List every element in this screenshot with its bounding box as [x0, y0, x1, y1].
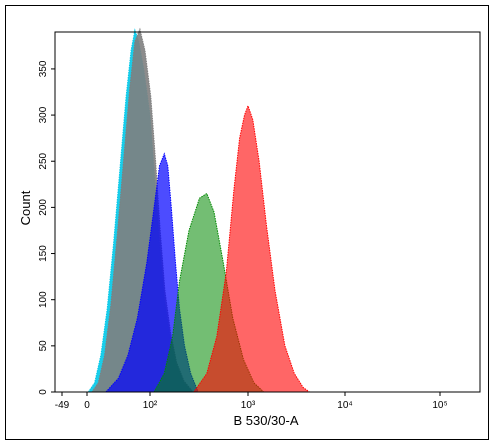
plot-area-border: [54, 31, 481, 393]
y-axis-label: Count: [18, 190, 33, 225]
x-tick-label: -49: [55, 400, 70, 411]
y-tick-label: 150: [38, 245, 49, 262]
x-axis-label: B 530/30-A: [233, 413, 298, 428]
x-tick-label: 10³: [241, 400, 256, 411]
y-tick-label: 100: [38, 291, 49, 308]
x-axis: -49 0 10² 10³ 10⁴ 10⁵: [55, 392, 448, 411]
y-tick-label: 350: [38, 60, 49, 77]
x-tick-label: 10²: [143, 400, 158, 411]
y-tick-label: 50: [38, 340, 49, 352]
y-tick-label: 200: [38, 199, 49, 216]
x-tick-label: 10⁴: [337, 400, 352, 411]
series-layer: [87, 27, 311, 393]
histogram-series-5: [192, 104, 311, 393]
y-tick-label: 0: [38, 389, 49, 395]
x-tick-label: 10⁵: [432, 400, 447, 411]
y-tick-label: 300: [38, 106, 49, 123]
y-tick-label: 250: [38, 152, 49, 169]
x-tick-label: 0: [84, 400, 90, 411]
y-axis: 0 50 100 150 200 250 300 350: [38, 60, 55, 395]
